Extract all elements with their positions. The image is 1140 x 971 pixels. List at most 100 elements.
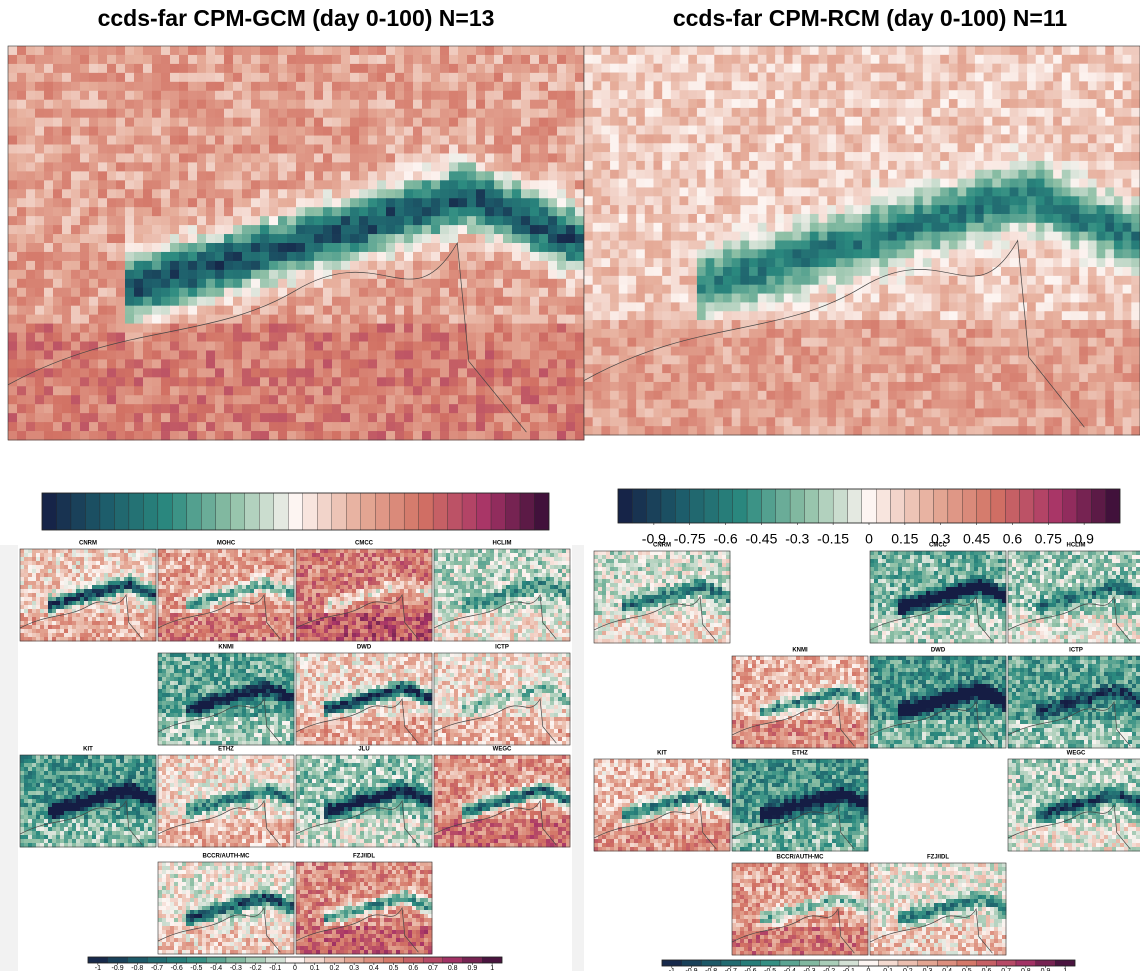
map-cell: [593, 223, 602, 232]
map-cell: [287, 162, 296, 171]
map-cell: [992, 249, 1001, 258]
map-cell: [958, 117, 967, 126]
map-cell: [197, 234, 206, 243]
map-cell: [53, 100, 62, 109]
map-cell: [233, 279, 242, 288]
map-cell: [305, 306, 314, 315]
map-cell: [251, 270, 260, 279]
map-cell: [897, 64, 906, 73]
map-cell: [71, 333, 80, 342]
map-cell: [296, 162, 305, 171]
map-cell: [1097, 73, 1106, 82]
map-cell: [17, 225, 26, 234]
map-cell: [706, 249, 715, 258]
map-cell: [557, 252, 566, 261]
map-cell: [278, 136, 287, 145]
map-cell: [1053, 126, 1062, 135]
map-cell: [1131, 223, 1140, 232]
map-cell: [819, 117, 828, 126]
map-cell: [134, 315, 143, 324]
map-cell: [940, 143, 949, 152]
map-cell: [485, 118, 494, 127]
map-cell: [1131, 99, 1140, 108]
map-cell: [1079, 126, 1088, 135]
map-cell: [62, 270, 71, 279]
map-cell: [732, 311, 741, 320]
map-cell: [269, 404, 278, 413]
map-cell: [98, 64, 107, 73]
map-cell: [888, 46, 897, 55]
map-cell: [862, 64, 871, 73]
map-cell: [386, 350, 395, 359]
map-cell: [134, 145, 143, 154]
map-cell: [485, 297, 494, 306]
map-cell: [932, 134, 941, 143]
map-cell: [819, 108, 828, 117]
map-cell: [170, 297, 179, 306]
map-cell: [548, 252, 557, 261]
map-cell: [827, 214, 836, 223]
map-cell: [905, 258, 914, 267]
map-cell: [413, 198, 422, 207]
map-cell: [116, 46, 125, 55]
map-cell: [404, 404, 413, 413]
map-cell: [1097, 285, 1106, 294]
map-cell: [949, 134, 958, 143]
map-cell: [758, 143, 767, 152]
map-cell: [897, 55, 906, 64]
map-cell: [170, 91, 179, 100]
map-cell: [71, 288, 80, 297]
map-cell: [287, 46, 296, 55]
map-cell: [269, 180, 278, 189]
map-cell: [610, 90, 619, 99]
map-cell: [548, 234, 557, 243]
map-cell: [269, 431, 278, 440]
map-cell: [386, 127, 395, 136]
map-cell: [386, 342, 395, 351]
map-cell: [871, 73, 880, 82]
map-cell: [98, 306, 107, 315]
map-cell: [723, 117, 732, 126]
map-cell: [431, 342, 440, 351]
map-cell: [619, 223, 628, 232]
map-cell: [862, 99, 871, 108]
map-cell: [404, 243, 413, 252]
map-cell: [395, 350, 404, 359]
map-cell: [98, 315, 107, 324]
map-cell: [958, 196, 967, 205]
map-cell: [440, 55, 449, 64]
map-cell: [723, 267, 732, 276]
map-cell: [341, 171, 350, 180]
map-cell: [89, 91, 98, 100]
map-cell: [458, 109, 467, 118]
map-cell: [35, 127, 44, 136]
map-cell: [431, 422, 440, 431]
map-cell: [975, 81, 984, 90]
map-cell: [206, 55, 215, 64]
map-cell: [697, 152, 706, 161]
map-cell: [758, 276, 767, 285]
map-cell: [1010, 99, 1019, 108]
map-cell: [341, 279, 350, 288]
map-cell: [197, 109, 206, 118]
map-cell: [539, 350, 548, 359]
map-cell: [8, 243, 17, 252]
map-cell: [984, 285, 993, 294]
map-cell: [485, 64, 494, 73]
map-cell: [1079, 73, 1088, 82]
map-cell: [862, 90, 871, 99]
map-cell: [539, 216, 548, 225]
map-cell: [215, 180, 224, 189]
map-cell: [539, 359, 548, 368]
map-cell: [1062, 320, 1071, 329]
map-cell: [242, 91, 251, 100]
map-cell: [485, 234, 494, 243]
map-cell: [368, 162, 377, 171]
map-cell: [368, 153, 377, 162]
map-cell: [619, 126, 628, 135]
map-cell: [740, 249, 749, 258]
map-cell: [467, 431, 476, 440]
map-cell: [1071, 196, 1080, 205]
map-cell: [853, 294, 862, 303]
map-cell: [584, 196, 593, 205]
